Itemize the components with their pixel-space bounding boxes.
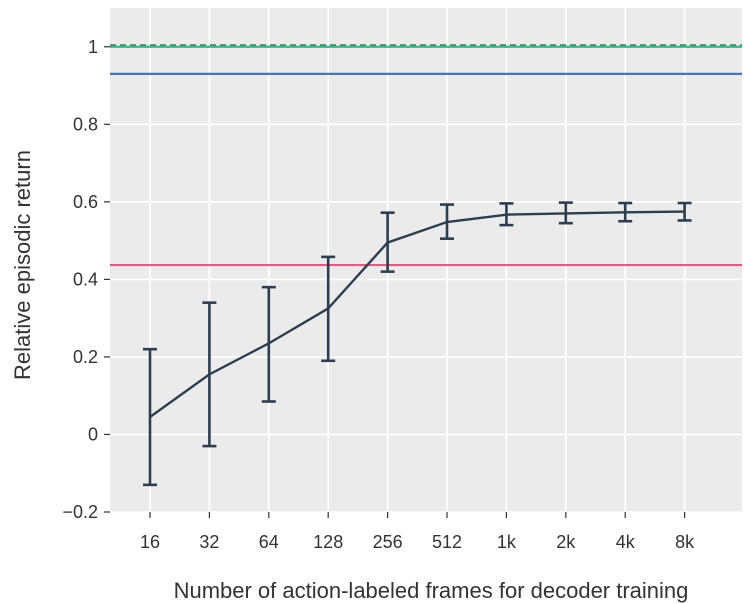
x-tick-label: 2k bbox=[556, 532, 576, 552]
y-axis-title: Relative episodic return bbox=[10, 150, 35, 380]
y-tick-label: 0.8 bbox=[73, 114, 98, 134]
y-tick-label: −0.2 bbox=[62, 502, 98, 522]
series bbox=[143, 201, 692, 487]
x-tick-label: 8k bbox=[675, 532, 695, 552]
x-tick-label: 1k bbox=[497, 532, 517, 552]
y-tick-label: 0 bbox=[88, 424, 98, 444]
plot-background bbox=[110, 8, 742, 512]
x-tick-label: 256 bbox=[373, 532, 403, 552]
x-tick-label: 64 bbox=[259, 532, 279, 552]
x-tick-label: 16 bbox=[140, 532, 160, 552]
y-tick-label: 0.2 bbox=[73, 347, 98, 367]
y-tick-label: 0.4 bbox=[73, 269, 98, 289]
series-line bbox=[149, 210, 685, 418]
x-tick-label: 128 bbox=[313, 532, 343, 552]
x-tick-label: 4k bbox=[616, 532, 636, 552]
grid bbox=[110, 8, 742, 513]
reference-lines bbox=[110, 44, 742, 267]
y-tick-label: 0.6 bbox=[73, 192, 98, 212]
x-axis-title: Number of action-labeled frames for deco… bbox=[174, 578, 689, 603]
x-tick-label: 512 bbox=[432, 532, 462, 552]
axes: −0.2 0 0.2 0.4 0.6 0.8 1 16 32 64 128 256 512 1k 2k 4k 8… bbox=[62, 37, 695, 552]
x-tick-label: 32 bbox=[199, 532, 219, 552]
y-tick-label: 1 bbox=[88, 37, 98, 57]
